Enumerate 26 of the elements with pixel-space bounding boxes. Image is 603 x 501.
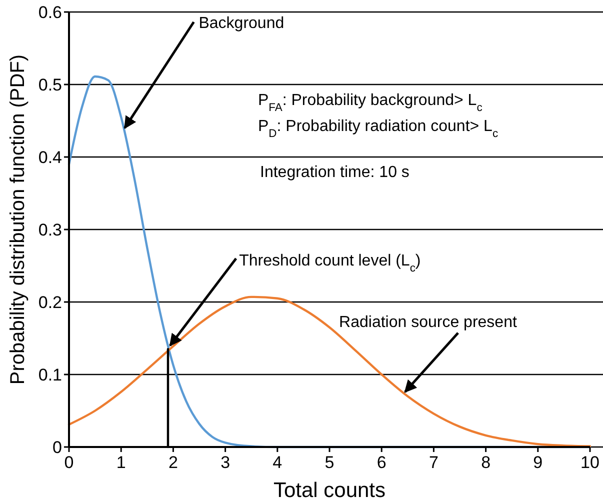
x-tick-label: 6 bbox=[376, 453, 386, 472]
x-axis-title: Total counts bbox=[273, 479, 386, 501]
annotation: P$_{D}$: Probability radiation count> L$_{c}$ bbox=[258, 118, 498, 140]
y-tick-label: 0.3 bbox=[38, 220, 62, 240]
y-tick-label: 0.4 bbox=[38, 148, 62, 167]
y-axis-title: Probability distribution function (PDF) bbox=[7, 54, 29, 385]
x-tick-label: 0 bbox=[64, 453, 74, 472]
x-tick-label: 3 bbox=[220, 453, 230, 472]
x-tick-label: 2 bbox=[168, 453, 178, 472]
x-tick-label: 1 bbox=[116, 453, 126, 472]
x-tick-label: 4 bbox=[272, 453, 282, 472]
x-tick-label: 9 bbox=[533, 453, 543, 472]
x-tick-label: 7 bbox=[428, 453, 438, 472]
annotation: Radiation source present bbox=[339, 314, 518, 331]
x-tick-label: 8 bbox=[481, 453, 491, 472]
y-tick-label: 0 bbox=[52, 438, 62, 457]
x-tick-label: 10 bbox=[580, 453, 600, 472]
x-tick-label: 5 bbox=[324, 453, 334, 472]
y-tick-label: 0.5 bbox=[38, 76, 62, 94]
annotation: Threshold count level (L$_{c}$) bbox=[239, 252, 421, 274]
annotation: P$_{FA}$: Probability background> L$_{c}$ bbox=[258, 92, 483, 114]
annotation: Background bbox=[198, 15, 284, 32]
y-tick-label: 0.2 bbox=[38, 293, 62, 312]
annotation: Integration time: 10 s bbox=[260, 164, 410, 181]
y-tick-label: 0.1 bbox=[38, 366, 62, 384]
y-tick-label: 0.6 bbox=[38, 3, 62, 22]
